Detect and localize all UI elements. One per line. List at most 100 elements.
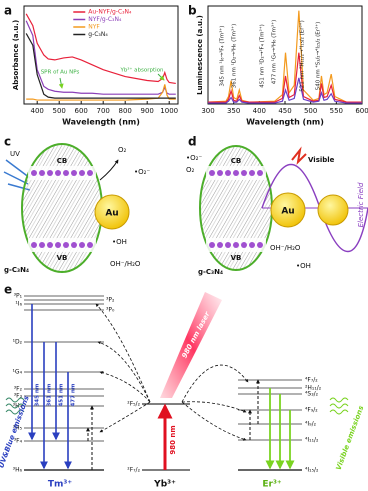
panel-label: a xyxy=(4,4,12,18)
level-label: ³H₆ xyxy=(13,467,23,474)
electron xyxy=(209,242,215,248)
x-tick-label: 1000 xyxy=(160,107,178,115)
vb-label: VB xyxy=(57,254,68,262)
electron xyxy=(71,242,77,248)
energy-transfer xyxy=(97,341,151,403)
electron xyxy=(79,242,85,248)
electron xyxy=(257,242,263,248)
superoxide-label: •O₂⁻ xyxy=(134,168,150,176)
legend-label: Au-NYF/g-C₃N₄ xyxy=(88,9,132,16)
yb-name: Yb³⁺ xyxy=(153,480,176,490)
x-tick-label: 350 xyxy=(227,107,240,115)
electron xyxy=(63,170,69,176)
annotation: 521 nm ²H₁₁/₂→⁴I₁₅/₂ (Er³⁺) xyxy=(299,20,306,91)
electron xyxy=(79,170,85,176)
level-label: ⁴I₁₅/₂ xyxy=(305,467,319,474)
visible-label: Visible xyxy=(308,156,335,164)
electron xyxy=(87,242,93,248)
electron xyxy=(233,170,239,176)
energy-transfer xyxy=(181,364,249,403)
level-label: ⁴S₃/₂ xyxy=(305,391,319,398)
electron xyxy=(31,242,37,248)
electron xyxy=(233,242,239,248)
uv-label: UV xyxy=(10,150,20,158)
annotation: 361 nm ¹D₂→³H₆ (Tm³⁺) xyxy=(231,24,238,89)
x-tick-label: 400 xyxy=(253,107,266,115)
series-line xyxy=(208,52,362,103)
superoxide-label: •O₂⁻ xyxy=(186,154,202,162)
x-tick-label: 500 xyxy=(53,107,66,115)
transfer-arrow xyxy=(99,159,119,181)
wave-icon xyxy=(5,397,25,415)
cb-label: CB xyxy=(231,157,241,165)
level-label: ³F₄ xyxy=(14,438,23,445)
level-label: ²F₅/₂ xyxy=(127,401,140,408)
plot-frame xyxy=(23,5,179,105)
wave-icon xyxy=(329,397,349,415)
level-label: ³F₂ xyxy=(14,386,23,393)
panel-label: c xyxy=(4,135,11,149)
series-line xyxy=(25,33,176,99)
electron xyxy=(55,170,61,176)
tm-name: Tm³⁺ xyxy=(48,480,72,490)
hydroxyl-label: •OH xyxy=(296,262,311,270)
au-label: Au xyxy=(281,207,294,217)
energy-transfer xyxy=(95,303,151,403)
x-tick-label: 450 xyxy=(278,107,291,115)
level-label: ⁴F₇/₂ xyxy=(305,377,318,384)
energy-levels: ³P₁¹I₆³P₂³P₀¹D₂¹G₄³F₂³F₃³H₄³H₅³F₄³H₆345 … xyxy=(13,293,322,474)
x-tick-label: 700 xyxy=(97,107,110,115)
field-label: Electric Field xyxy=(357,182,365,227)
er-caption: Visible emissions xyxy=(335,405,366,472)
legend-label: NYF xyxy=(88,24,100,31)
au-particle xyxy=(317,194,349,226)
electron xyxy=(241,170,247,176)
emission-label: 477 nm xyxy=(71,383,77,406)
electrons xyxy=(31,170,93,248)
x-tick-label: 550 xyxy=(330,107,343,115)
annotation-arrow xyxy=(157,73,165,81)
annotation: 451 nm ¹D₂→³F₄ (Tm³⁺) xyxy=(259,24,266,88)
au-particle xyxy=(94,194,130,230)
o2-label: O₂ xyxy=(186,166,195,174)
emission-label: 345 nm xyxy=(35,383,41,406)
electron xyxy=(225,242,231,248)
electron xyxy=(55,242,61,248)
cb-label: CB xyxy=(57,157,67,165)
panel-label: e xyxy=(4,283,12,297)
energy-transfer xyxy=(181,401,247,413)
electron xyxy=(39,170,45,176)
legend-label: g-C₃N₄ xyxy=(88,31,108,38)
annotation: Yb³⁺ absorption xyxy=(119,67,164,74)
panel-e: e ³P₁¹I₆³P₂³P₀¹D₂¹G₄³F₂³F₃³H₄³H₅³F₄³H₆34… xyxy=(0,283,365,490)
hydroxide-label: OH⁻/H₂O xyxy=(270,244,301,252)
annotation: 477 nm ¹G₄→³H₆ (Tm³⁺) xyxy=(271,20,278,85)
annotation: 540 nm ⁴S₃/₂→⁴I₁₅/₂ (Er³⁺) xyxy=(315,22,322,91)
y-axis-label: Absorbance (a.u.) xyxy=(12,20,20,90)
cb-band xyxy=(28,166,96,180)
level-label: ³P₁ xyxy=(14,293,23,300)
annotation-arrow xyxy=(58,77,64,89)
series-line xyxy=(25,13,176,85)
electron xyxy=(225,170,231,176)
emission-label: 451 nm xyxy=(59,383,65,406)
electron xyxy=(39,242,45,248)
panel-label: d xyxy=(188,135,197,149)
y-axis-label: Luminescence (a.u.) xyxy=(196,15,204,95)
er-name: Er³⁺ xyxy=(262,480,282,490)
au-particle xyxy=(270,192,306,228)
level-label: ⁴I₁₁/₂ xyxy=(305,437,319,444)
electron xyxy=(249,170,255,176)
electron xyxy=(249,242,255,248)
electron xyxy=(31,170,37,176)
level-label: ⁴I₉/₂ xyxy=(305,421,317,428)
panel-d: d •O₂⁻ O₂ CB VB Visible Au Electric Fiel… xyxy=(186,135,368,276)
level-label: ³P₀ xyxy=(106,307,115,314)
electron xyxy=(257,170,263,176)
electron xyxy=(87,170,93,176)
x-tick-label: 300 xyxy=(201,107,214,115)
level-label: ¹I₆ xyxy=(15,301,22,308)
material-label: g-C₃N₄ xyxy=(4,266,29,274)
electrons xyxy=(209,170,263,248)
